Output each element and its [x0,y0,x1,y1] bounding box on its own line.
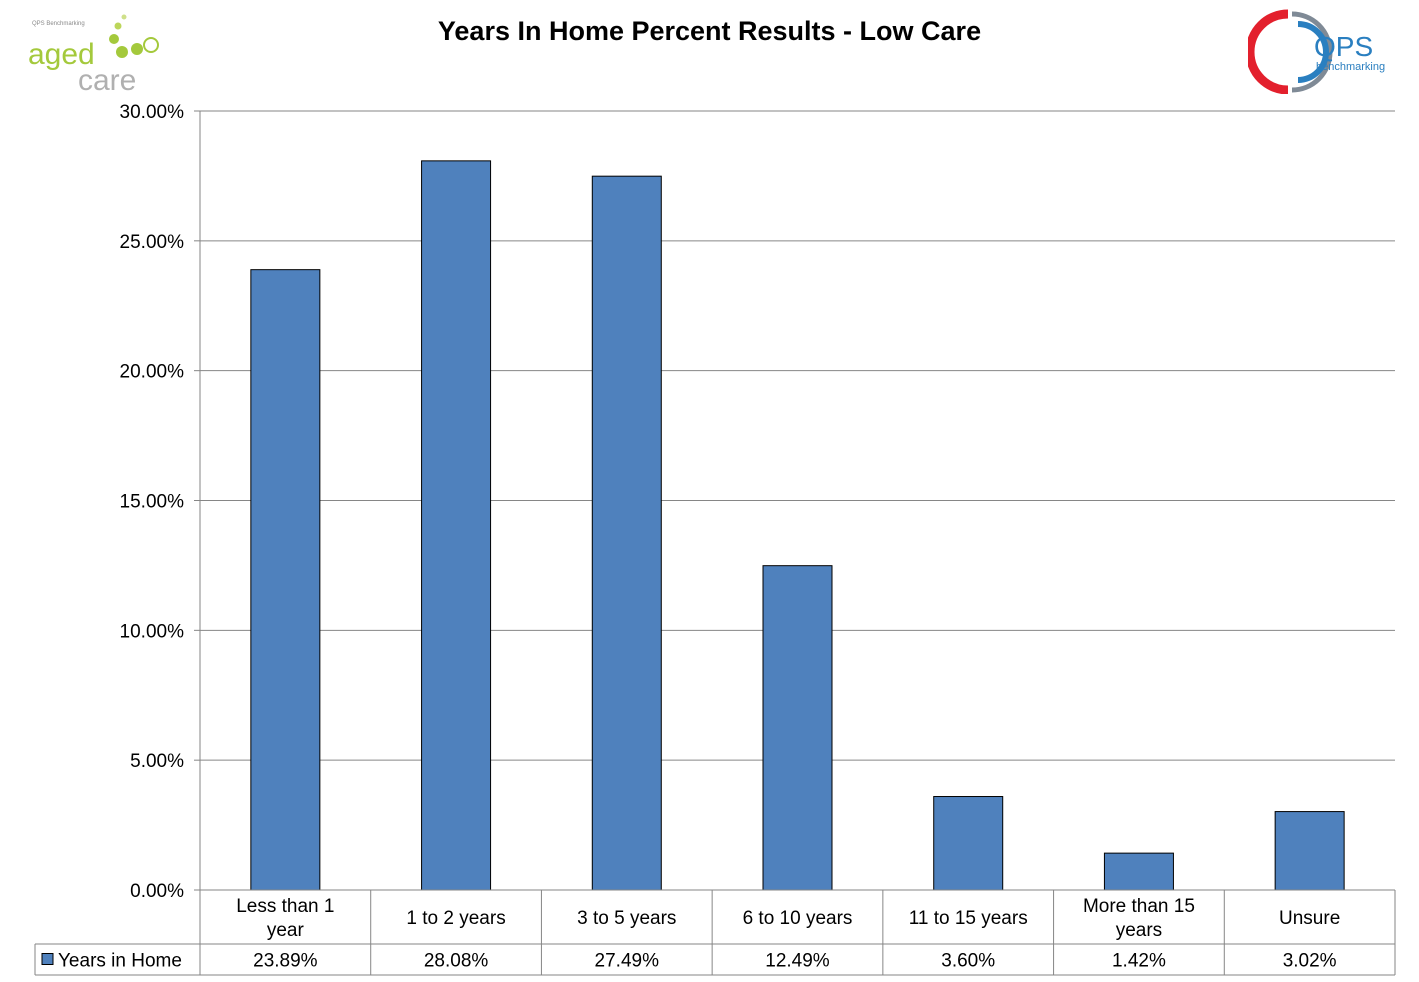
logo-left-word-aged: aged [28,38,95,71]
y-tick-label: 25.00% [120,232,185,253]
bar-1 [421,160,492,891]
value-label: 1.42% [1112,951,1166,972]
logo-left-word-care: care [78,64,136,92]
axes: 0.00% 5.00% 10.00% 15.00% 20.00% 25.00% 30.00% [120,102,201,975]
category-label: 11 to 15 years [909,908,1028,929]
bar-3 [762,565,833,891]
y-tick-label: 5.00% [130,751,184,772]
bars [250,160,1345,891]
logo-right-main-text: QPS [1314,31,1373,62]
bar-4 [933,796,1004,891]
category-label: Unsure [1279,908,1340,929]
category-label: Less than 1 year [236,896,334,941]
value-label: 12.49% [765,951,830,972]
logo-left-small-text: QPS Benchmarking [32,21,85,27]
value-label: 23.89% [253,951,318,972]
y-tick-label: 10.00% [120,621,185,642]
category-label: 6 to 10 years [743,908,853,929]
data-table: Less than 1 year 1 to 2 years 3 to 5 years 6… [34,889,1396,976]
y-tick-label: 20.00% [120,362,185,383]
bar-2 [591,175,662,891]
value-label: 27.49% [595,951,660,972]
value-label: 3.60% [941,951,995,972]
bar-0 [250,269,321,891]
aged-care-logo: QPS Benchmarking aged care [28,14,159,92]
legend-swatch [41,953,54,965]
y-tick-label: 30.00% [120,102,185,123]
category-label: 1 to 2 years [406,908,505,929]
bar-6 [1274,811,1345,891]
category-label: More than 15 years [1083,896,1195,941]
category-label: 3 to 5 years [577,908,676,929]
legend-label: Years in Home [58,951,182,972]
chart-title: Years In Home Percent Results - Low Care [437,16,982,46]
bar-5 [1103,852,1174,891]
logo-right-sub-text: benchmarking [1316,61,1385,73]
value-label: 3.02% [1283,951,1337,972]
value-label: 28.08% [424,951,489,972]
y-tick-label: 15.00% [120,492,185,513]
y-tick-label: 0.00% [130,881,184,902]
qps-benchmarking-logo: QPS benchmarking [1248,9,1385,94]
